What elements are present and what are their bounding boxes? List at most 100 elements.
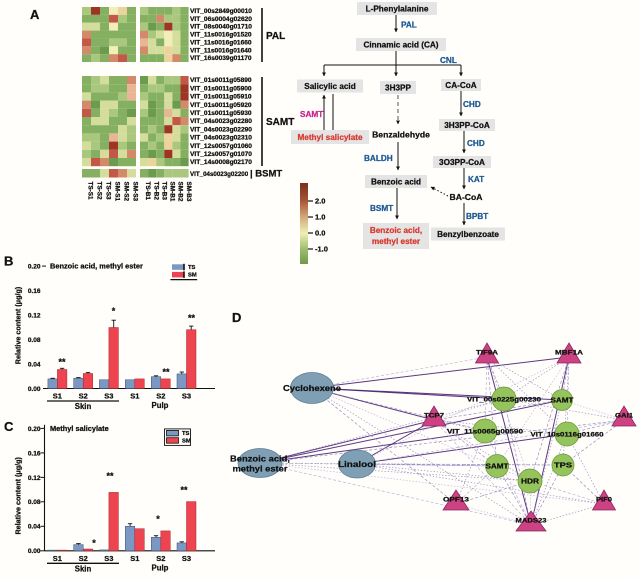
svg-text:**: ** [180,485,188,495]
svg-text:Pulp: Pulp [152,563,169,572]
svg-text:1.0: 1.0 [315,213,325,222]
svg-text:OPF13: OPF13 [443,497,469,504]
svg-text:**: ** [106,471,114,481]
svg-text:VIT_11s0065g00590: VIT_11s0065g00590 [447,428,523,435]
svg-text:TS: TS [182,431,190,437]
svg-text:Benzoic acid: Benzoic acid [371,178,421,187]
svg-text:VIT_10s0116g01660: VIT_10s0116g01660 [531,431,604,438]
svg-text:S3: S3 [104,554,113,563]
svg-text:0.04: 0.04 [28,361,41,368]
svg-text:TS-S1: TS-S1 [87,182,94,201]
svg-text:0.0: 0.0 [315,229,325,238]
svg-text:VIT_01s0011g05900: VIT_01s0011g05900 [190,85,252,92]
svg-text:VIT_11s0016g01520: VIT_11s0016g01520 [190,32,252,39]
svg-text:0.12: 0.12 [28,313,41,320]
svg-text:KAT: KAT [468,175,484,184]
svg-text:Skin: Skin [75,564,92,573]
svg-text:S2: S2 [156,392,165,401]
svg-text:TPS: TPS [554,461,572,470]
svg-text:methyl ester: methyl ester [233,464,289,474]
svg-text:0.16: 0.16 [28,450,41,457]
svg-text:**: ** [58,357,66,367]
svg-text:VIT_01s0011g05910: VIT_01s0011g05910 [190,94,252,101]
svg-text:S3: S3 [182,554,191,563]
svg-text:0.00: 0.00 [28,386,41,393]
svg-text:Pulp: Pulp [152,401,169,410]
svg-text:0.20: 0.20 [28,264,41,271]
svg-text:Relative content (μg/g): Relative content (μg/g) [14,286,23,364]
svg-text:Linalool: Linalool [338,459,376,469]
svg-text:SM: SM [182,439,191,445]
svg-text:Benzoic acid,: Benzoic acid, [230,454,290,464]
svg-text:VIT_04s0023g02200: VIT_04s0023g02200 [190,171,249,178]
svg-text:SM-S1: SM-S1 [114,182,121,202]
svg-text:S1: S1 [130,392,139,401]
svg-text:PIF0: PIF0 [596,497,612,504]
svg-text:VIT_12s0057g01070: VIT_12s0057g01070 [190,151,252,158]
svg-text:Benzylbenzoate: Benzylbenzoate [437,230,499,239]
svg-text:HDR: HDR [521,477,540,486]
svg-text:| BSMT: | BSMT [250,169,282,180]
svg-text:TIF9A: TIF9A [476,350,498,357]
svg-text:VIT_06s0004g02620: VIT_06s0004g02620 [190,16,252,23]
svg-text:VIT_04s0023g02290: VIT_04s0023g02290 [190,126,252,133]
svg-text:3H3PP-CoA: 3H3PP-CoA [444,121,490,130]
svg-text:C: C [4,419,14,434]
svg-text:SAMT: SAMT [266,117,294,128]
svg-text:S3: S3 [104,392,113,401]
svg-text:SM-S3: SM-S3 [132,182,139,202]
svg-text:S1: S1 [130,554,139,563]
svg-text:Cyclohexene: Cyclohexene [283,383,341,393]
svg-text:SM-B1: SM-B1 [169,182,176,202]
svg-text:CHD: CHD [467,139,485,148]
svg-text:D: D [232,310,241,325]
svg-text:VIT_01s0011g05890: VIT_01s0011g05890 [190,77,252,84]
svg-text:VIT_12s0057g01060: VIT_12s0057g01060 [190,143,252,150]
svg-text:VIT_08s0040g01710: VIT_08s0040g01710 [190,24,252,31]
svg-text:SM-B2: SM-B2 [177,182,184,202]
svg-text:B: B [4,254,13,269]
svg-text:Benzoic acid, methyl ester: Benzoic acid, methyl ester [50,262,143,271]
svg-text:BSMT: BSMT [370,204,393,213]
svg-text:methyl ester: methyl ester [372,237,421,246]
svg-text:A: A [30,7,40,22]
svg-text:VIT_11s0016g01660: VIT_11s0016g01660 [190,39,252,46]
svg-text:**: ** [188,313,196,323]
svg-text:SM: SM [188,273,197,279]
svg-text:Relative content (μg/g): Relative content (μg/g) [14,456,23,534]
svg-text:0.04: 0.04 [28,524,41,531]
svg-text:BPBT: BPBT [466,212,488,221]
svg-text:SAMT: SAMT [486,462,510,471]
svg-text:CNL: CNL [440,56,457,65]
svg-text:TS-B2: TS-B2 [152,182,159,201]
svg-text:TS: TS [188,265,196,271]
svg-text:CHD: CHD [463,100,481,109]
svg-text:0.20: 0.20 [28,426,41,433]
svg-text:TS-S3: TS-S3 [105,182,112,201]
svg-text:VIT_04s0023g02310: VIT_04s0023g02310 [190,135,252,142]
svg-text:VIT_00s2849g00010: VIT_00s2849g00010 [190,8,252,15]
svg-text:Methyl salicylate: Methyl salicylate [50,424,109,433]
svg-text:Methyl salicylate: Methyl salicylate [297,133,363,142]
svg-text:Cinnamic acid (CA): Cinnamic acid (CA) [363,41,438,50]
svg-text:VIT_00s0225g00230: VIT_00s0225g00230 [467,396,541,403]
svg-text:GAI1: GAI1 [615,413,633,420]
svg-text:Benzaldehyde: Benzaldehyde [372,130,430,140]
svg-text:TCP7: TCP7 [424,413,444,420]
svg-text:S1: S1 [53,554,62,563]
svg-text:3O3PP-CoA: 3O3PP-CoA [439,158,485,167]
svg-text:**: ** [162,367,170,377]
svg-text:Skin: Skin [75,402,92,411]
svg-text:PAL: PAL [266,31,285,42]
svg-text:*: * [156,514,160,524]
svg-text:TS-S2: TS-S2 [96,182,103,201]
svg-text:0.08: 0.08 [28,337,41,344]
svg-text:Benzoic acid,: Benzoic acid, [370,226,422,235]
svg-text:S2: S2 [79,392,88,401]
svg-text:S1: S1 [53,392,62,401]
svg-text:MADS23: MADS23 [516,518,547,525]
svg-text:BA-CoA: BA-CoA [450,192,483,202]
svg-text:VIT_01s0011g05930: VIT_01s0011g05930 [190,110,252,117]
svg-text:BALDH: BALDH [364,154,393,163]
svg-text:PAL: PAL [401,21,417,30]
